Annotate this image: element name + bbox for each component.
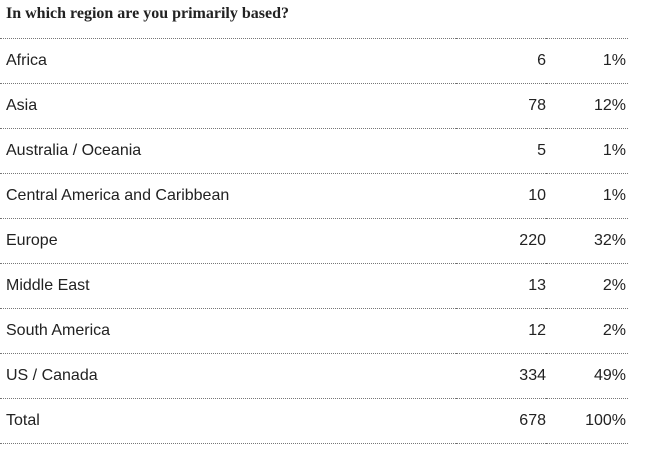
title: In which region are you primarily based? bbox=[6, 5, 289, 22]
table-row: South America 12 2% bbox=[0, 308, 628, 354]
region-label: Australia / Oceania bbox=[0, 128, 456, 174]
region-label: Europe bbox=[0, 218, 456, 264]
table-row: Middle East 13 2% bbox=[0, 263, 628, 309]
percent-cell: 2% bbox=[546, 308, 628, 354]
region-label: Central America and Caribbean bbox=[0, 173, 456, 219]
percent-cell: 1% bbox=[546, 38, 628, 84]
table-row: Asia 78 12% bbox=[0, 83, 628, 129]
percent-cell: 49% bbox=[546, 353, 628, 399]
percent-cell: 12% bbox=[546, 83, 628, 129]
table-row: Total 678 100% bbox=[0, 398, 628, 444]
percent-cell: 32% bbox=[546, 218, 628, 264]
count-cell: 220 bbox=[456, 218, 546, 264]
region-label: Asia bbox=[0, 83, 456, 129]
count-cell: 78 bbox=[456, 83, 546, 129]
count-cell: 13 bbox=[456, 263, 546, 309]
table-row: US / Canada 334 49% bbox=[0, 353, 628, 399]
count-cell: 12 bbox=[456, 308, 546, 354]
region-label: South America bbox=[0, 308, 456, 354]
table-row: Africa 6 1% bbox=[0, 38, 628, 84]
count-cell: 6 bbox=[456, 38, 546, 84]
count-cell: 678 bbox=[456, 398, 546, 444]
region-table: Africa 6 1% Asia 78 12% Australia / Oceania 5 1%… bbox=[0, 38, 628, 444]
table-row: Australia / Oceania 5 1% bbox=[0, 128, 628, 174]
count-cell: 5 bbox=[456, 128, 546, 174]
percent-cell: 1% bbox=[546, 128, 628, 174]
region-label: Middle East bbox=[0, 263, 456, 309]
percent-cell: 1% bbox=[546, 173, 628, 219]
region-label: US / Canada bbox=[0, 353, 456, 399]
region-label: Total bbox=[0, 398, 456, 444]
region-label: Africa bbox=[0, 38, 456, 84]
count-cell: 334 bbox=[456, 353, 546, 399]
percent-cell: 2% bbox=[546, 263, 628, 309]
percent-cell: 100% bbox=[546, 398, 628, 444]
table-row: Europe 220 32% bbox=[0, 218, 628, 264]
count-cell: 10 bbox=[456, 173, 546, 219]
table-row: Central America and Caribbean 10 1% bbox=[0, 173, 628, 219]
